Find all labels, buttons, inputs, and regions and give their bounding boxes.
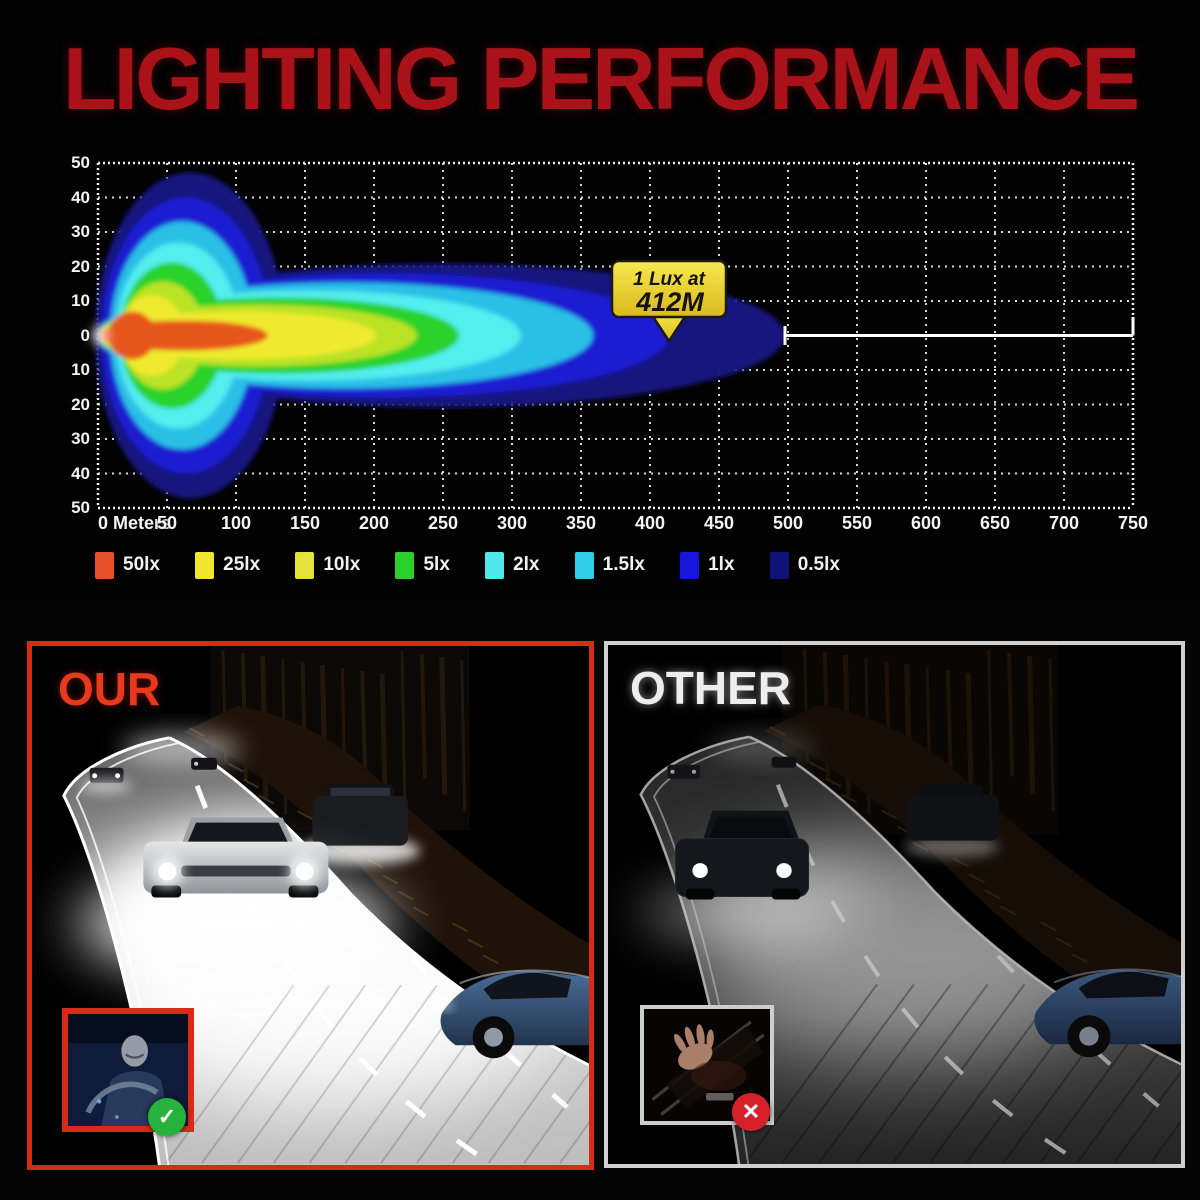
x-tick: 500 — [772, 513, 804, 533]
x-tick: 300 — [496, 513, 528, 533]
x-badge: ✕ — [732, 1093, 770, 1131]
x-tick: 700 — [1048, 513, 1080, 533]
legend-label: 1.5lx — [602, 554, 645, 575]
legend-swatch — [195, 551, 215, 579]
x-tick: 200 — [358, 513, 390, 533]
distant-cars — [667, 756, 797, 779]
legend-label: 0.5lx — [797, 554, 840, 575]
other-road-scene — [608, 645, 1181, 1164]
y-tick: 20 — [71, 256, 90, 276]
steering-wheel — [85, 1081, 159, 1114]
y-tick: 10 — [71, 291, 90, 310]
chart-legend: 50lx 25lx 10lx 5lx 2lx 1.5lx 1lx 0.5lx — [95, 549, 840, 581]
legend-label: 50lx — [123, 554, 160, 575]
embankment — [183, 705, 589, 1036]
other-car — [641, 810, 837, 941]
legend-swatch — [574, 551, 594, 579]
legend-swatch — [295, 551, 315, 579]
embankment — [763, 704, 1181, 1035]
y-tick: 30 — [71, 429, 90, 448]
other-panel: OTHER ✕ — [604, 641, 1185, 1168]
our-panel: OUR ✓ — [27, 641, 594, 1170]
legend-swatch — [395, 551, 415, 579]
check-badge: ✓ — [148, 1098, 186, 1136]
beam-contours — [92, 172, 785, 499]
legend-swatch — [680, 551, 700, 579]
other-label: OTHER — [630, 662, 791, 714]
y-tick: 10 — [71, 360, 90, 379]
beam-chart: 1 Lux at 412M 50 40 30 20 10 0 10 20 30 40 50 0 Me… — [71, 153, 1149, 581]
x-tick: 250 — [427, 513, 459, 533]
callout-line2: 412M — [635, 287, 704, 317]
distant-cars — [79, 757, 218, 794]
horizon-glow — [710, 734, 813, 761]
x-tick: 400 — [634, 513, 666, 533]
lux-callout: 1 Lux at 412M — [610, 259, 728, 344]
blue-sedan — [439, 969, 589, 1059]
y-tick: 40 — [71, 463, 90, 483]
legend-item: 1.5lx — [574, 551, 645, 579]
legend-swatch — [485, 551, 505, 579]
blue-sedan — [1034, 968, 1181, 1058]
x-tick: 100 — [220, 513, 252, 533]
x-tick: 0 Meters — [98, 513, 172, 533]
beam-chart-canvas: 1 Lux at 412M — [92, 161, 1135, 510]
y-tick: 50 — [71, 153, 90, 172]
legend-swatch — [95, 551, 114, 579]
legend-item: 5lx — [395, 551, 450, 579]
legend-label: 5lx — [423, 554, 450, 575]
x-tick: 650 — [979, 513, 1011, 533]
light-source-dot — [92, 327, 108, 344]
callout-line1: 1 Lux at — [633, 269, 705, 290]
x-tick: 450 — [703, 513, 735, 533]
legend-item: 25lx — [195, 551, 261, 579]
y-tick: 50 — [71, 498, 90, 517]
legend-label: 25lx — [223, 554, 261, 575]
x-tick: 50 — [156, 513, 178, 533]
comparison-section: OUR ✓ — [0, 600, 1200, 1200]
throw-distance-line — [783, 317, 1135, 345]
car-ahead — [904, 784, 999, 858]
y-tick: 40 — [71, 187, 90, 207]
page-title: LIGHTING PERFORMANCE — [62, 29, 1140, 128]
x-tick: 750 — [1117, 513, 1149, 533]
legend-item: 10lx — [295, 551, 361, 579]
legend-item: 50lx — [95, 551, 160, 579]
callout-box — [610, 259, 728, 319]
legend-label: 1lx — [708, 554, 735, 575]
legend-label: 10lx — [323, 554, 361, 575]
contour-50lx — [98, 311, 268, 360]
our-car — [76, 817, 396, 972]
legend-item: 2lx — [485, 551, 540, 579]
driver-view-image — [644, 1009, 770, 1121]
car-ahead — [300, 783, 420, 865]
x-tick: 150 — [289, 513, 321, 533]
horizon-glow — [121, 732, 241, 765]
y-tick: 20 — [71, 394, 90, 414]
y-tick: 0 — [80, 325, 90, 345]
legend-label: 2lx — [513, 554, 540, 575]
hand — [674, 1024, 714, 1070]
legend-item: 0.5lx — [769, 551, 840, 579]
x-tick: 550 — [841, 513, 873, 533]
x-tick: 350 — [565, 513, 597, 533]
our-label: OUR — [58, 663, 161, 715]
y-tick: 30 — [71, 222, 90, 241]
legend-item: 1lx — [680, 551, 735, 579]
other-driver-inset — [640, 1005, 774, 1125]
x-tick: 600 — [910, 513, 942, 533]
legend-swatch — [769, 551, 789, 579]
